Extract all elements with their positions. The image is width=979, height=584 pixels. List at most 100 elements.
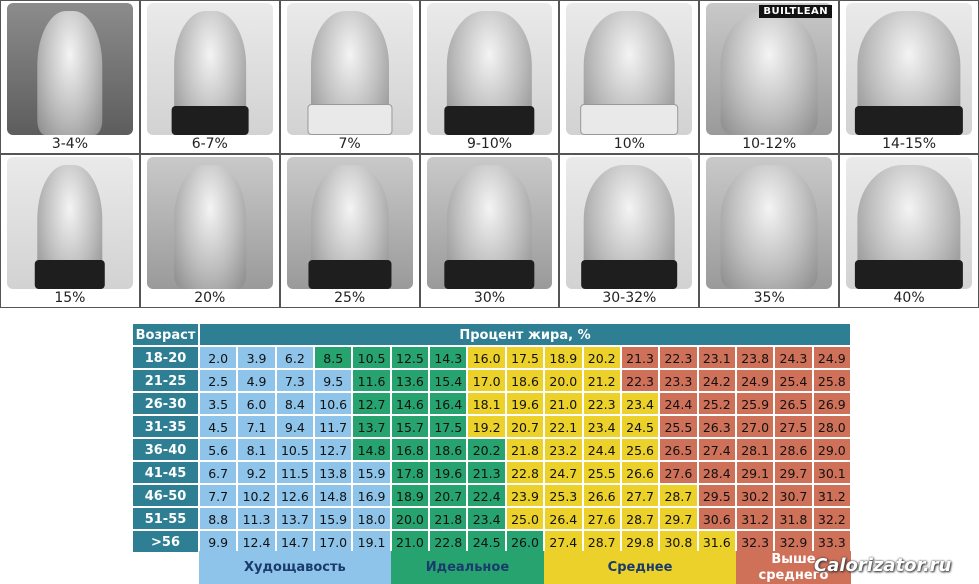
body-photo (146, 157, 273, 289)
fat-percent-cell: 26.5 (659, 438, 698, 461)
fat-percent-cell: 24.5 (467, 530, 506, 553)
fat-percent-cell: 30.1 (812, 461, 851, 484)
fat-percent-cell: 26.3 (697, 415, 736, 438)
fat-percent-cell: 20.7 (429, 484, 468, 507)
fat-percent-cell: 23.9 (505, 484, 545, 507)
fat-percent-cell: 22.8 (505, 461, 545, 484)
fat-percent-cell: 28.1 (735, 438, 775, 461)
shorts (580, 103, 679, 135)
body-fat-caption: 35% (753, 290, 785, 306)
legend-average: Среднее (544, 551, 736, 584)
fat-percent-cell: 32.3 (735, 530, 775, 553)
fat-percent-cell: 21.0 (390, 530, 430, 553)
fat-percent-cell: 21.8 (505, 438, 545, 461)
fat-percent-cell: 19.1 (352, 530, 391, 553)
fat-percent-cell: 25.8 (812, 369, 851, 392)
photo-cell: 15% (0, 154, 140, 308)
fat-percent-cell: 13.7 (352, 415, 391, 438)
body-photo (426, 3, 553, 135)
fat-percent-cell: 12.4 (237, 530, 276, 553)
shorts (444, 259, 535, 289)
fat-percent-cell: 26.6 (620, 461, 660, 484)
body-photo (426, 157, 553, 289)
fat-percent-cell: 11.7 (314, 415, 353, 438)
fat-percent-cell: 28.6 (774, 438, 813, 461)
photo-cell: 10% (559, 0, 700, 154)
fat-percent-cell: 17.0 (314, 530, 353, 553)
body-photo (846, 3, 972, 135)
fat-percent-cell: 27.5 (774, 415, 813, 438)
fat-percent-cell: 2.0 (199, 346, 238, 369)
body-photo (146, 3, 273, 135)
shorts (307, 103, 393, 135)
legend-thin: Худощавость (199, 551, 391, 584)
shorts (444, 105, 535, 135)
fat-percent-cell: 6.7 (199, 461, 238, 484)
fat-percent-cell: 4.9 (237, 369, 276, 392)
photo-cell: 20% (139, 154, 280, 308)
age-group-label: 26-30 (132, 392, 199, 415)
fat-percent-cell: 10.5 (275, 438, 315, 461)
body-fat-caption: 25% (334, 290, 366, 306)
fat-percent-cell: 22.3 (620, 369, 660, 392)
photo-cell: 3-4% (0, 0, 140, 154)
fat-percent-cell: 24.9 (812, 346, 851, 369)
torso-figure (37, 11, 103, 135)
fat-percent-cell: 21.3 (467, 461, 506, 484)
body-photo (286, 157, 413, 289)
age-column-header: Возраст (132, 323, 199, 346)
fat-percent-cell: 25.9 (735, 392, 775, 415)
fat-percent-cell: 16.8 (390, 438, 430, 461)
shorts (581, 259, 678, 289)
fat-percent-cell: 7.3 (275, 369, 315, 392)
fat-percent-cell: 30.7 (774, 484, 813, 507)
fat-percent-cell: 29.1 (735, 461, 775, 484)
fat-percent-cell: 21.0 (544, 392, 583, 415)
fat-percent-cell: 27.4 (544, 530, 583, 553)
fat-percent-cell: 29.0 (812, 438, 851, 461)
builtlean-logo: BUILTLEAN (759, 5, 833, 18)
body-fat-photo-grid: 3-4% 6-7% 7% 9-10% 10% BUILTLEAN 10-12% 14-15% 1… (0, 0, 979, 308)
watermark: Calorizator.ru (814, 555, 952, 576)
fat-percent-cell: 26.4 (544, 507, 583, 530)
fat-percent-cell: 23.8 (735, 346, 775, 369)
fat-percent-cell: 31.8 (774, 507, 813, 530)
body-fat-caption: 40% (893, 290, 925, 306)
fat-percent-cell: 19.6 (429, 461, 468, 484)
body-fat-caption: 30-32% (602, 290, 657, 306)
age-group-label: 36-40 (132, 438, 199, 461)
fat-percent-cell: 27.0 (735, 415, 775, 438)
fat-percent-cell: 30.2 (735, 484, 775, 507)
body-photo (286, 3, 413, 135)
fat-percent-cell: 14.7 (275, 530, 315, 553)
fat-percent-cell: 31.2 (735, 507, 775, 530)
age-group-label: 46-50 (132, 484, 199, 507)
fat-percent-cell: 14.8 (352, 438, 391, 461)
age-group-label: 51-55 (132, 507, 199, 530)
body-fat-caption: 10% (613, 136, 645, 152)
fat-percent-cell: 25.5 (582, 461, 621, 484)
body-fat-caption: 9-10% (466, 136, 513, 152)
body-photo (706, 157, 833, 289)
fat-percent-cell: 22.3 (659, 346, 698, 369)
torso-figure (720, 11, 818, 135)
photo-cell: 7% (279, 0, 420, 154)
fat-percent-cell: 18.6 (429, 438, 468, 461)
fat-percent-cell: 19.2 (467, 415, 506, 438)
fat-percent-cell: 31.6 (697, 530, 736, 553)
fat-percent-cell: 23.3 (659, 369, 698, 392)
fat-percent-cell: 16.4 (429, 392, 468, 415)
fat-percent-cell: 4.5 (199, 415, 238, 438)
fat-percent-cell: 28.7 (620, 507, 660, 530)
age-group-label: 31-35 (132, 415, 199, 438)
fat-percent-cell: 17.8 (390, 461, 430, 484)
fat-percent-cell: 12.7 (314, 438, 353, 461)
fat-percent-cell: 28.7 (659, 484, 698, 507)
body-photo (706, 3, 833, 135)
fat-percent-cell: 19.6 (505, 392, 545, 415)
fat-percent-cell: 24.3 (774, 346, 813, 369)
fat-percent-cell: 24.2 (697, 369, 736, 392)
fat-percent-cell: 15.9 (314, 507, 353, 530)
fat-percent-cell: 15.7 (390, 415, 430, 438)
fat-percent-cell: 25.6 (620, 438, 660, 461)
